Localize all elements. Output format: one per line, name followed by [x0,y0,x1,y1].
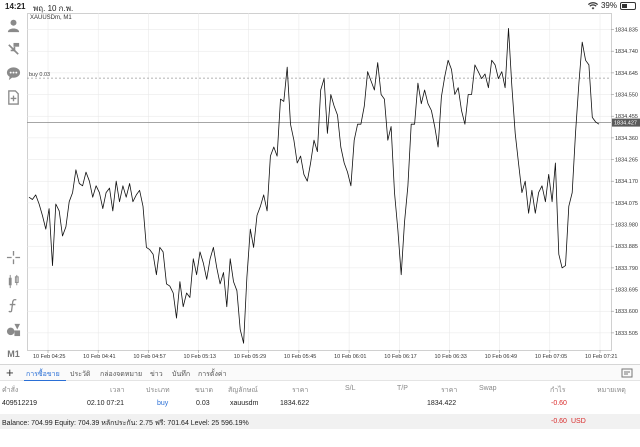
timeframe-button[interactable]: M1 [5,345,22,362]
account-currency: USD [571,418,586,425]
col-symbol: สัญลักษณ์ [228,387,258,394]
chart-svg[interactable]: 1834.835 1834.740 1834.645 1834.550 1834.455… [27,13,640,360]
col-sl: S/L [345,385,356,392]
x-tick-label: 10 Feb 04:57 [133,354,165,360]
y-tick-label: 1834.645 [615,71,638,77]
col-swap: Swap [479,385,497,392]
tab-journal[interactable]: บันทึก [172,371,191,378]
tab-settings[interactable]: การตั้งค่า [198,371,227,378]
cell-type: buy [157,400,169,407]
x-tick-label: 10 Feb 05:13 [184,354,216,360]
price-chart[interactable]: 1834.835 1834.740 1834.645 1834.550 1834.455… [27,13,640,360]
crosshair-icon[interactable] [5,249,22,266]
status-time: 14:21 [5,2,26,11]
account-icon[interactable] [5,17,22,34]
price-line-series [28,28,600,344]
x-tick-label: 10 Feb 07:05 [535,354,567,360]
tab-mailbox[interactable]: กล่องจดหมาย [100,371,143,378]
y-tick-label: 1833.885 [615,244,638,250]
battery-label: 39% [600,1,617,10]
tab-history[interactable]: ประวัติ [70,371,91,378]
status-right: 39% [587,1,636,10]
plot-border [27,13,612,351]
y-tick-label: 1834.455 [615,114,638,120]
function-icon[interactable] [5,297,22,314]
y-tick-label: 1833.790 [615,266,638,272]
balance-summary: Balance: 704.99 Equity: 704.39 หลักประกั… [2,420,249,427]
col-price: ราคา [292,387,309,394]
x-tick-label: 10 Feb 04:25 [33,354,65,360]
cell-open-price: 1834.622 [280,400,310,407]
col-order: คำสั่ง [2,387,19,394]
total-profit: -0.60 [551,418,567,425]
y-tick-label: 1833.980 [615,223,638,229]
chart-symbol-label: XAUUSDm, M1 [30,15,72,21]
left-toolbar: M1 [0,13,27,360]
x-tick-label: 10 Feb 06:17 [384,354,416,360]
chat-icon[interactable] [5,65,22,82]
y-tick-label: 1834.170 [615,179,638,185]
tab-news[interactable]: ข่าว [150,371,163,378]
current-price-tag [612,118,640,127]
x-tick-label: 10 Feb 06:49 [485,354,517,360]
active-tab-indicator [24,380,66,381]
trade-icon[interactable] [5,41,22,58]
y-tick-label: 1833.695 [615,288,638,294]
y-tick-label: 1834.265 [615,158,638,164]
status-bar: 14:21 พฤ. 10 ก.พ. 39% [0,0,640,13]
y-tick-label: 1834.075 [615,201,638,207]
objects-icon[interactable] [5,321,22,338]
battery-icon [620,1,636,10]
position-label: buy 0.03 [29,72,50,78]
cell-profit: -0.60 [551,400,567,407]
cell-order: 409512219 [2,400,38,407]
battery-fill [622,3,627,8]
cell-symbol: xauusdm [230,400,259,407]
y-tick-label: 1834.550 [615,93,638,99]
col-current-price: ราคา [441,387,458,394]
cell-time: 02.10 07:21 [87,400,124,407]
y-tick-label: 1834.835 [615,28,638,34]
new-order-icon[interactable] [5,89,22,106]
x-tick-label: 10 Feb 05:29 [234,354,266,360]
indicators-icon[interactable] [5,273,22,290]
terminal-tabs: + การซื้อขาย ประวัติ กล่องจดหมาย ข่าว บั… [0,364,640,381]
x-tick-label: 10 Feb 04:41 [83,354,115,360]
x-tick-label: 10 Feb 06:33 [434,354,466,360]
balance-row: Balance: 704.99 Equity: 704.39 หลักประกั… [0,414,640,429]
x-tick-label: 10 Feb 05:45 [284,354,316,360]
terminal-menu-icon[interactable] [621,367,633,379]
col-tp: T/P [397,385,408,392]
table-row[interactable]: 409512219 02.10 07:21 buy 0.03 xauusdm 1… [0,396,640,411]
y-tick-label: 1833.600 [615,309,638,315]
y-tick-label: 1834.740 [615,49,638,55]
col-volume: ขนาด [195,387,214,394]
col-comment: หมายเหตุ [597,387,626,394]
timeframe-label: M1 [7,348,20,359]
wifi-icon [587,1,598,9]
col-profit: กำไร [550,387,566,394]
x-tick-label: 10 Feb 06:01 [334,354,366,360]
add-icon[interactable]: + [6,365,14,380]
tab-trade[interactable]: การซื้อขาย [26,371,60,378]
col-type: ประเภท [146,387,170,394]
y-tick-label: 1834.360 [615,136,638,142]
cell-price: 1834.422 [427,400,457,407]
y-tick-label: 1833.505 [615,331,638,337]
x-tick-label: 10 Feb 07:21 [585,354,617,360]
col-time: เวลา [110,387,125,394]
status-date: พฤ. 10 ก.พ. [33,4,74,13]
current-price-label: 1834.427 [614,121,637,127]
orders-header-row: คำสั่ง เวลา ประเภท ขนาด สัญลักษณ์ ราคา S… [0,382,640,395]
cell-volume: 0.03 [196,400,210,407]
